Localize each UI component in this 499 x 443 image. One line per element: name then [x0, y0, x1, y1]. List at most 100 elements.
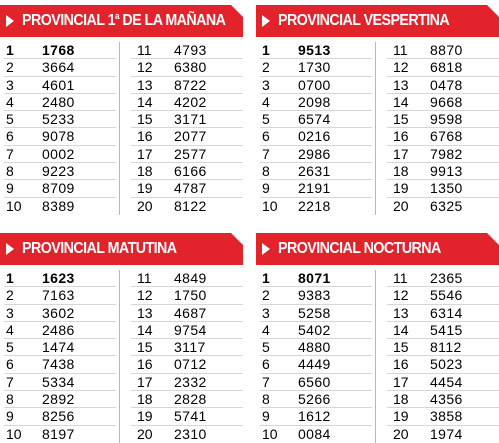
result-row: 16 6768 [383, 128, 499, 146]
result-position: 15 [137, 111, 153, 128]
row-separator [4, 338, 116, 340]
results-column-left: 1 1623 2 7163 3 3602 4 2486 5 1474 6 7438 7 5334 8 2892… [0, 270, 116, 443]
result-row: 10 0084 [256, 426, 372, 443]
result-number: 4787 [174, 180, 207, 197]
result-number: 1350 [430, 180, 463, 197]
result-row: 14 5415 [383, 321, 499, 340]
row-separator [387, 390, 499, 392]
result-position: 13 [137, 304, 153, 321]
results-columns: 1 9513 2 1730 3 0700 4 2098 5 6574 6 0216 7 2986 8 2631… [256, 42, 499, 215]
result-position: 19 [393, 180, 409, 197]
result-number: 5415 [430, 321, 463, 338]
row-separator [387, 92, 499, 94]
result-position: 20 [137, 425, 153, 442]
result-row: 2 3664 [0, 59, 116, 77]
row-separator [131, 338, 243, 340]
result-row: 3 4601 [0, 77, 116, 94]
result-number: 2332 [174, 373, 207, 390]
result-number: 4601 [42, 76, 75, 93]
row-separator [387, 286, 499, 288]
row-separator [131, 92, 243, 94]
result-position: 10 [262, 425, 278, 442]
result-row: 11 4793 [127, 42, 243, 60]
column-divider [375, 42, 376, 215]
result-row: 13 4687 [127, 305, 243, 322]
row-separator [131, 196, 243, 198]
row-separator [4, 58, 116, 60]
result-number: 5334 [42, 373, 75, 390]
result-position: 9 [6, 180, 14, 197]
result-row: 18 6166 [127, 163, 243, 181]
result-number: 5266 [298, 391, 331, 408]
result-number: 2892 [42, 391, 75, 408]
result-number: 2480 [42, 93, 75, 110]
result-number: 6314 [430, 304, 463, 321]
chevron-right-icon [0, 233, 22, 265]
result-row: 1 8071 [256, 270, 372, 288]
panel-title-bar: PROVINCIAL VESPERTINA [256, 5, 499, 37]
result-position: 18 [137, 163, 153, 180]
result-number: 4356 [430, 391, 463, 408]
result-number: 8870 [430, 42, 463, 58]
result-number: 9598 [430, 111, 463, 128]
result-number: 2365 [430, 270, 463, 286]
chevron-right-icon [0, 5, 22, 37]
result-row: 17 2577 [127, 146, 243, 164]
result-position: 2 [262, 59, 270, 76]
result-row: 15 8112 [383, 339, 499, 357]
row-separator [387, 372, 499, 374]
result-row: 4 2486 [0, 322, 116, 340]
result-number: 3171 [174, 111, 207, 128]
row-separator [131, 162, 243, 164]
result-position: 19 [393, 408, 409, 425]
result-number: 0712 [174, 356, 207, 373]
result-position: 12 [137, 287, 153, 304]
row-separator [387, 144, 499, 146]
result-number: 5741 [174, 408, 207, 425]
panel-provincial-matutina: PROVINCIAL MATUTINA 1 1623 2 7163 3 3602 4 2486… [0, 228, 243, 443]
panel-title: PROVINCIAL NOCTURNA [278, 240, 441, 258]
result-number: 1750 [174, 287, 207, 304]
results-column-right: 11 2365 12 5546 13 6314 14 5415 15 8112 16 5023 17 44… [383, 270, 499, 443]
result-position: 16 [137, 128, 153, 145]
result-row: 18 9913 [383, 163, 499, 181]
result-row: 20 2310 [127, 426, 243, 443]
result-number: 2218 [298, 197, 331, 214]
result-row: 16 5023 [383, 356, 499, 374]
row-separator [131, 110, 243, 112]
row-separator [260, 179, 372, 181]
result-position: 16 [393, 356, 409, 373]
row-separator [260, 58, 372, 60]
row-separator [131, 390, 243, 392]
result-row: 8 5266 [256, 391, 372, 409]
result-row: 13 0478 [383, 77, 499, 94]
result-position: 5 [6, 111, 14, 128]
row-separator [387, 355, 499, 357]
result-row: 11 4849 [127, 270, 243, 288]
result-position: 15 [393, 111, 409, 128]
result-position: 10 [6, 425, 22, 442]
result-number: 7163 [42, 287, 75, 304]
result-row: 5 4880 [256, 339, 372, 357]
result-row: 9 1612 [256, 408, 372, 426]
result-position: 10 [6, 197, 22, 214]
result-position: 12 [137, 59, 153, 76]
row-separator [387, 320, 499, 322]
row-separator [131, 75, 243, 77]
result-row: 20 1974 [383, 426, 499, 443]
result-number: 9383 [298, 287, 331, 304]
row-separator [260, 75, 372, 77]
result-row: 20 6325 [383, 198, 499, 215]
result-row: 12 5546 [383, 287, 499, 305]
row-separator [260, 338, 372, 340]
result-row: 13 8722 [127, 77, 243, 94]
row-separator [4, 320, 116, 322]
result-number: 8256 [42, 408, 75, 425]
result-row: 2 1730 [256, 59, 372, 77]
result-position: 2 [6, 59, 14, 76]
result-number: 9913 [430, 163, 463, 180]
chevron-right-icon [256, 5, 278, 37]
result-row: 12 6818 [383, 59, 499, 77]
result-position: 14 [137, 93, 153, 110]
row-separator [4, 144, 116, 146]
